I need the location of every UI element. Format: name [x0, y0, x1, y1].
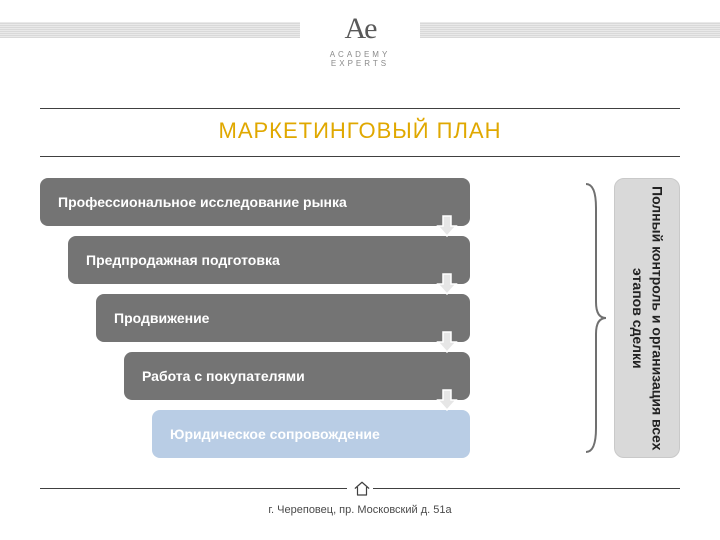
summary-box: Полный контроль и организация всех этапо… [614, 178, 680, 458]
step-2-label: Предпродажная подготовка [86, 252, 280, 268]
arrow-down-icon [435, 272, 459, 296]
page-title: МАРКЕТИНГОВЫЙ ПЛАН [0, 118, 720, 144]
arrow-down-icon [435, 214, 459, 238]
step-1-label: Профессиональное исследование рынка [58, 194, 347, 210]
summary-text: Полный контроль и организация всех этапо… [627, 179, 666, 457]
footer-address: г. Череповец, пр. Московский д. 51а [0, 504, 720, 516]
step-4: Работа с покупателями [124, 352, 470, 400]
step-2: Предпродажная подготовка [68, 236, 470, 284]
step-4-label: Работа с покупателями [142, 368, 305, 384]
arrow-down-icon [435, 388, 459, 412]
bracket-icon [582, 178, 610, 458]
divider-under-title [40, 156, 680, 157]
logo: Ae ACADEMY EXPERTS [300, 8, 420, 78]
logo-brand-text: ACADEMY EXPERTS [300, 50, 420, 68]
step-5: Юридическое сопровождение [152, 410, 470, 458]
step-3: Продвижение [96, 294, 470, 342]
step-3-label: Продвижение [114, 310, 209, 326]
step-5-label: Юридическое сопровождение [170, 426, 380, 442]
divider-top [40, 108, 680, 109]
step-1: Профессиональное исследование рынка [40, 178, 470, 226]
home-icon [347, 478, 373, 500]
logo-mark: Ae [300, 8, 420, 44]
arrow-down-icon [435, 330, 459, 354]
diagram: Профессиональное исследование рынка Пред… [40, 178, 680, 468]
